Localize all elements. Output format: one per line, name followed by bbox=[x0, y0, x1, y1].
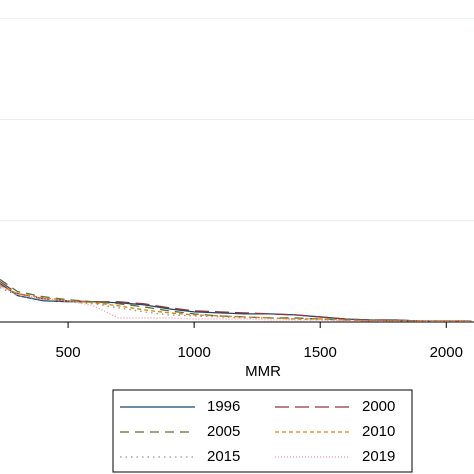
legend-label: 2015 bbox=[207, 448, 240, 465]
legend-label: 2000 bbox=[362, 398, 395, 415]
legend-label: 1996 bbox=[207, 398, 240, 415]
line-series bbox=[0, 282, 472, 322]
line-series bbox=[0, 278, 472, 322]
x-axis-label: MMR bbox=[245, 363, 281, 380]
legend-label: 2005 bbox=[207, 423, 240, 440]
legend-box bbox=[112, 389, 413, 473]
legend-label: 2010 bbox=[362, 423, 395, 440]
line-series bbox=[0, 285, 472, 322]
x-tick-label: 1500 bbox=[304, 344, 337, 361]
line-series bbox=[0, 284, 472, 322]
x-tick-label: 2000 bbox=[430, 344, 463, 361]
x-tick-label: 1000 bbox=[177, 344, 210, 361]
x-tick-label: 500 bbox=[56, 344, 81, 361]
legend-label: 2019 bbox=[362, 448, 395, 465]
